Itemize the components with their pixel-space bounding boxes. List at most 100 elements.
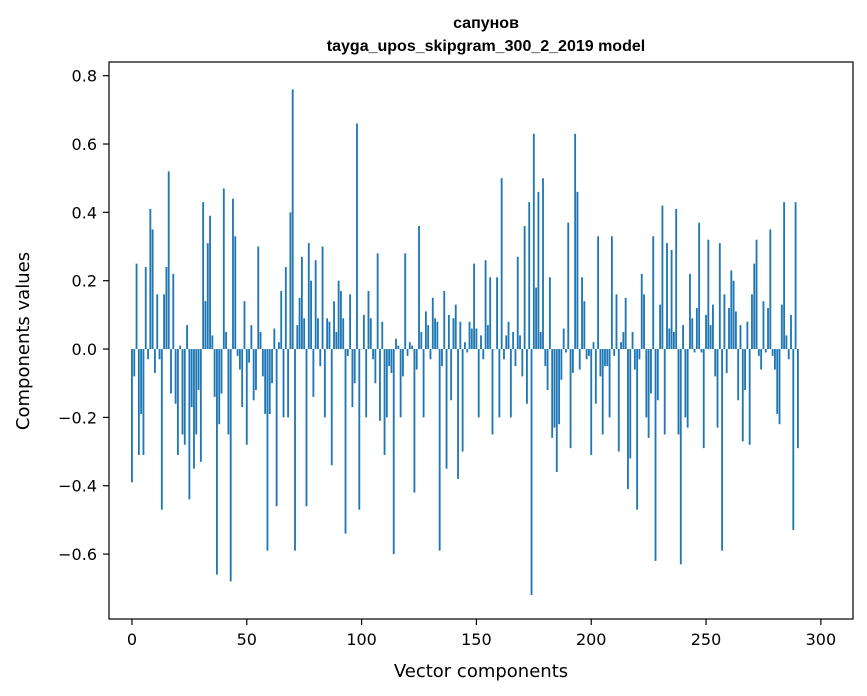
bar xyxy=(796,349,799,449)
bar xyxy=(140,349,143,414)
bar xyxy=(167,171,170,350)
bar xyxy=(792,349,795,531)
bar xyxy=(737,349,740,401)
bar xyxy=(372,349,374,360)
bar xyxy=(356,123,358,350)
bar xyxy=(516,256,519,350)
bar xyxy=(234,236,237,350)
bar xyxy=(542,178,544,350)
bar xyxy=(388,349,391,367)
bar xyxy=(730,270,733,350)
bar xyxy=(682,325,684,350)
bar xyxy=(640,273,643,350)
bar xyxy=(436,321,439,350)
bar xyxy=(374,349,377,384)
bar xyxy=(420,331,423,350)
bar xyxy=(537,191,540,350)
bar xyxy=(512,331,515,350)
bar xyxy=(739,325,742,350)
bar xyxy=(174,349,177,404)
bar xyxy=(266,349,269,551)
bar xyxy=(328,321,331,350)
bar-series xyxy=(131,89,799,596)
bar xyxy=(484,260,487,350)
bar xyxy=(413,349,416,493)
bar xyxy=(505,335,508,350)
bar xyxy=(195,349,198,435)
bar xyxy=(346,349,349,356)
bar xyxy=(225,331,228,350)
bar xyxy=(385,349,388,418)
bar xyxy=(562,328,565,350)
bar xyxy=(197,349,200,391)
bar xyxy=(287,349,290,418)
bar xyxy=(406,349,409,356)
chart-title-group: сапунов tayga_upos_skipgram_300_2_2019 m… xyxy=(327,15,645,55)
bar xyxy=(232,198,234,350)
bar xyxy=(592,342,595,350)
bar xyxy=(282,349,285,418)
bar xyxy=(705,314,707,350)
bar xyxy=(486,325,489,350)
bar xyxy=(222,188,225,350)
bar xyxy=(408,342,411,350)
bar xyxy=(307,243,310,350)
bar xyxy=(411,345,414,350)
bar xyxy=(780,304,783,350)
bar xyxy=(519,335,521,350)
bar xyxy=(624,297,627,350)
bar xyxy=(783,202,786,350)
bar xyxy=(434,318,436,350)
bar xyxy=(151,229,154,350)
bar xyxy=(427,325,430,350)
bar xyxy=(241,349,244,408)
bar xyxy=(238,349,241,370)
bar xyxy=(206,243,209,350)
bar xyxy=(250,325,253,350)
bar xyxy=(601,349,604,435)
y-axis-label: Components values xyxy=(13,252,34,430)
bar xyxy=(358,349,361,510)
bar xyxy=(544,349,547,367)
bar xyxy=(741,349,744,442)
bar xyxy=(333,301,335,350)
bar xyxy=(390,349,393,373)
bar xyxy=(381,321,384,350)
bar xyxy=(576,191,579,350)
bar xyxy=(558,349,560,425)
x-tick-label: 50 xyxy=(237,630,257,649)
bar xyxy=(415,349,418,370)
bar xyxy=(477,349,480,418)
bar xyxy=(289,212,292,350)
bar xyxy=(647,349,650,438)
bar xyxy=(514,349,517,367)
bar xyxy=(778,349,781,425)
bar xyxy=(418,226,420,350)
bar xyxy=(216,349,218,575)
bar xyxy=(790,314,792,350)
bar xyxy=(530,349,533,596)
bar xyxy=(656,349,659,401)
bar xyxy=(402,349,404,377)
bar xyxy=(560,349,563,380)
bar xyxy=(482,349,485,360)
bar xyxy=(569,349,572,449)
bar xyxy=(553,349,556,428)
chart-title: сапунов xyxy=(453,15,519,32)
bar xyxy=(480,335,482,350)
bar xyxy=(496,277,498,350)
bar xyxy=(721,349,724,551)
bar xyxy=(261,349,264,377)
bar xyxy=(264,349,267,414)
bar xyxy=(581,277,583,350)
chart-subtitle: tayga_upos_skipgram_300_2_2019 model xyxy=(327,38,645,55)
bar xyxy=(528,202,531,350)
bar xyxy=(695,308,698,350)
bar xyxy=(539,331,542,350)
bar xyxy=(445,349,448,469)
bar xyxy=(677,349,680,435)
bar xyxy=(728,308,730,350)
bar xyxy=(675,208,678,350)
bar xyxy=(523,226,526,350)
